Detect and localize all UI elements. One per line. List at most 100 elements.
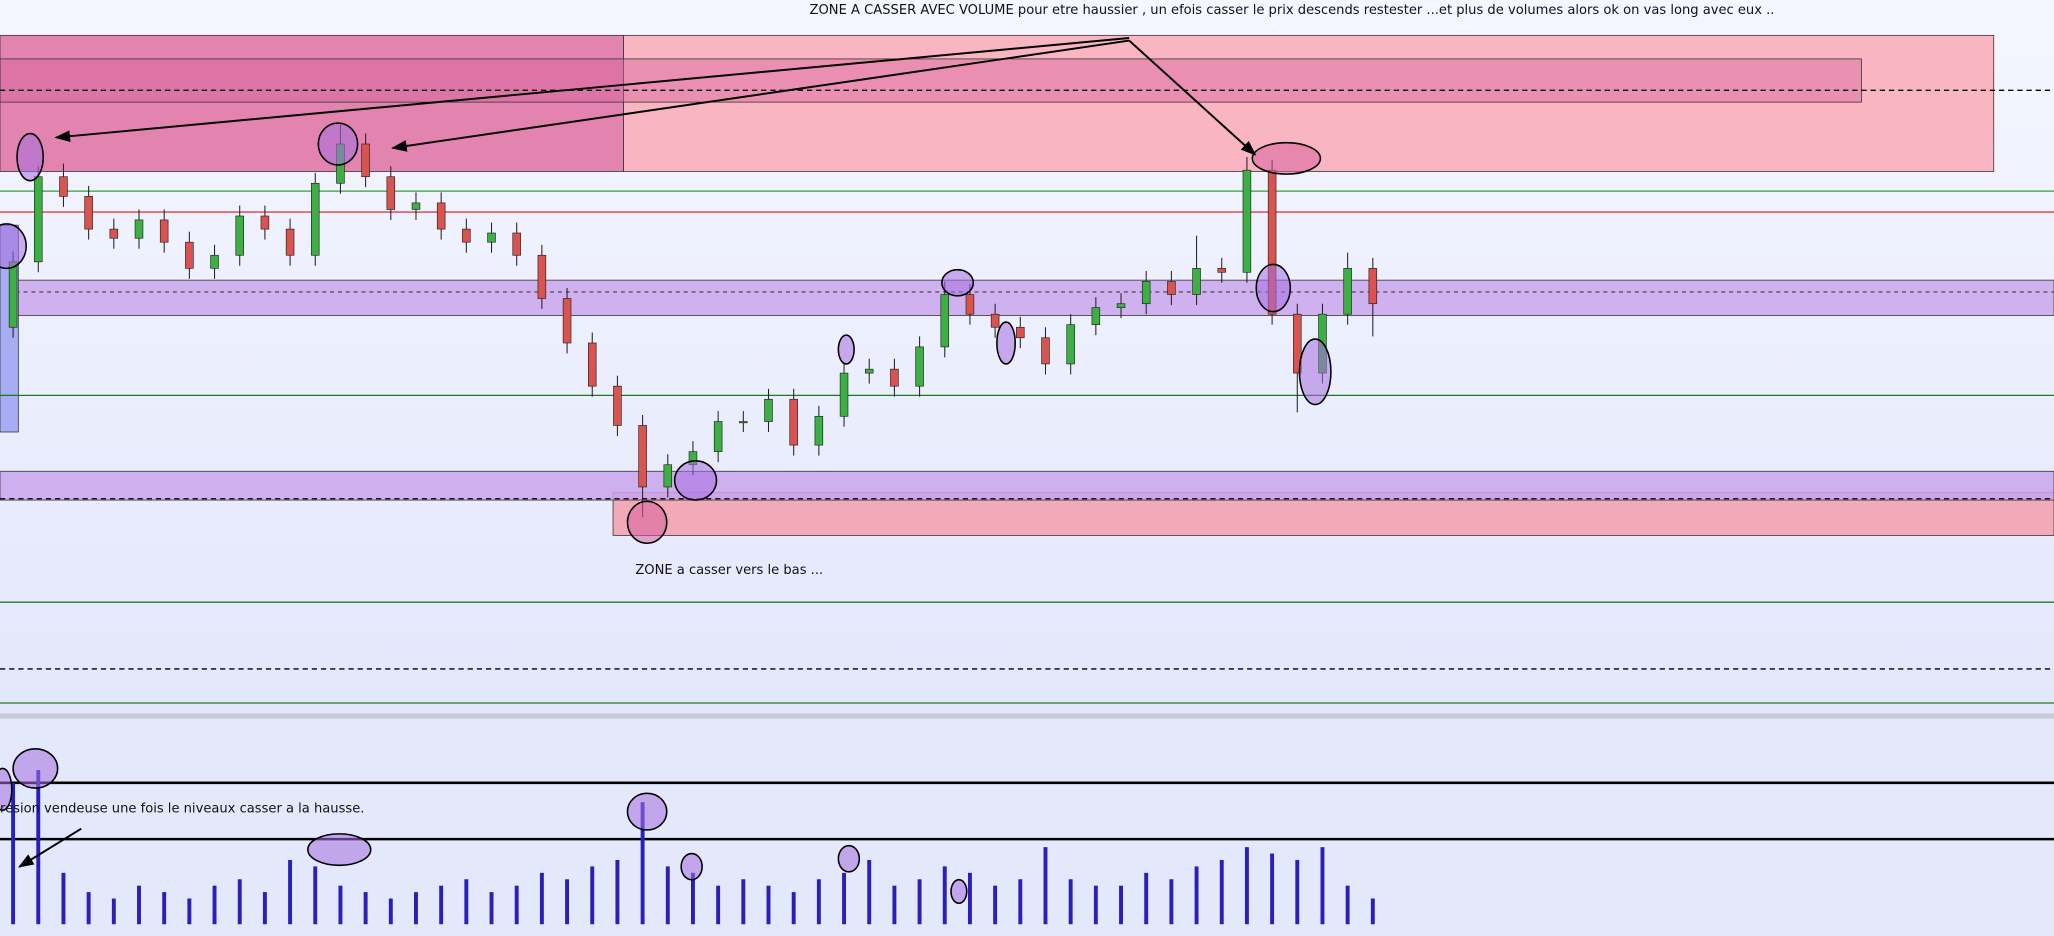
volume-bar [338, 885, 343, 925]
volume-bar [993, 885, 998, 925]
candle-body [965, 294, 975, 315]
highlight [307, 833, 372, 867]
volume-bar [262, 892, 267, 925]
volume-bar [187, 898, 192, 925]
inner-zone [0, 58, 1862, 103]
volume-bar [716, 885, 721, 925]
volume-bar [1093, 885, 1098, 925]
candle-body [1192, 268, 1201, 295]
candle-body [1242, 169, 1252, 273]
range-zone [0, 279, 2054, 316]
volume-bar [363, 892, 368, 925]
candle-body [8, 261, 18, 328]
candle-body [789, 398, 798, 446]
candle-body [839, 372, 849, 417]
candle-body [59, 176, 68, 197]
highlight [941, 268, 975, 297]
annotation: resion vendeuse une fois le niveaux cass… [0, 802, 364, 817]
candle-body [84, 196, 93, 230]
volume-bar [1345, 885, 1350, 925]
candle-body [411, 202, 421, 210]
volume-bar [640, 802, 645, 925]
volume-bar [288, 859, 293, 925]
volume-bar [1144, 872, 1149, 925]
candle-body [260, 215, 270, 230]
candle-body [915, 346, 924, 387]
arrow [1128, 39, 1257, 156]
candle-body [159, 219, 169, 243]
candle-body [864, 368, 874, 374]
volume-bar [1219, 859, 1224, 925]
candle-body [34, 176, 43, 263]
highlight [837, 844, 861, 873]
volume-bar [489, 892, 494, 925]
volume-bar [1244, 847, 1249, 925]
volume-bar [212, 885, 217, 925]
candle-body [1167, 281, 1176, 295]
highlight [626, 500, 668, 545]
volume-bar [741, 879, 746, 925]
volume-bar [615, 859, 620, 925]
candle-body [386, 176, 396, 210]
candle-body [436, 202, 446, 230]
candle-body [613, 385, 622, 426]
candle-body [1091, 307, 1101, 325]
volume-bar [313, 866, 318, 925]
highlight [950, 878, 968, 905]
candle-body [713, 421, 723, 452]
candle-body [109, 228, 119, 239]
volume-bar [1068, 879, 1073, 925]
candle-body [487, 232, 496, 243]
volume-bar [1370, 898, 1375, 925]
highlight [16, 132, 45, 182]
candle-body [1368, 268, 1378, 305]
volume-bar [388, 898, 393, 925]
volume-bar [86, 892, 91, 925]
volume-bar [61, 872, 66, 925]
highlight [317, 122, 359, 166]
volume-bar [590, 866, 595, 925]
volume-bar [11, 782, 16, 925]
candle-body [235, 215, 244, 256]
candle-body [562, 298, 572, 344]
candle-body [1343, 268, 1352, 315]
volume-bar [1018, 879, 1023, 925]
arrow [17, 827, 82, 868]
volume-bar [1043, 847, 1048, 925]
candle-body [1116, 303, 1126, 308]
panel-separator [0, 713, 2054, 719]
annotation: ZONE a casser vers le bas ... [635, 563, 823, 578]
volume-bar [867, 859, 872, 925]
volume-bar [1194, 866, 1199, 925]
volume-bar [137, 885, 141, 925]
candle-body [1041, 337, 1050, 365]
candle-body [311, 182, 320, 256]
candle-body [1066, 324, 1075, 365]
marks [8, 124, 1378, 925]
candle-body [814, 415, 824, 446]
volume-bar [917, 879, 922, 925]
volume-bar [237, 879, 242, 925]
volume-bar [690, 872, 695, 925]
volume-bar [942, 866, 947, 925]
highlight [680, 852, 703, 881]
volume-bar [892, 885, 897, 925]
highlight [1298, 338, 1332, 406]
candle-body [587, 342, 597, 387]
volume-bar [539, 872, 544, 925]
highlight [837, 334, 855, 365]
candle-body [1217, 268, 1227, 273]
volume-bar [111, 898, 116, 925]
arrow [54, 36, 1130, 143]
volume-bar [36, 770, 41, 925]
volume-bar [565, 879, 570, 925]
volume-bar [439, 885, 444, 925]
volume-bar [967, 872, 972, 925]
volume-bar [665, 866, 670, 925]
candle-body [890, 368, 899, 387]
candle-body [764, 398, 773, 422]
volume-bar [414, 892, 418, 925]
candle-body [462, 228, 471, 243]
